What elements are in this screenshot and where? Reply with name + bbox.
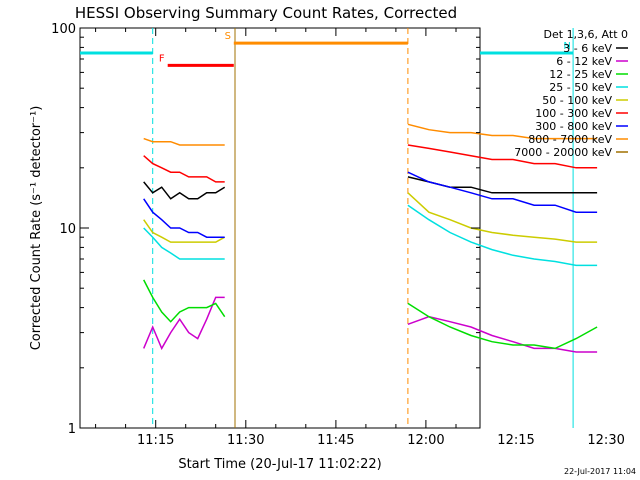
series-line — [143, 137, 225, 146]
series-group — [143, 123, 598, 353]
vertical-lines — [152, 28, 574, 428]
series-line — [407, 171, 598, 213]
x-tick-label: 11:15 — [137, 433, 174, 448]
legend-entry-label: 6 - 12 keV — [556, 55, 612, 68]
timestamp: 22-Jul-2017 11:04 — [564, 467, 636, 476]
series-line — [407, 176, 598, 194]
x-tick-label: 11:30 — [227, 433, 264, 448]
y-axis-ticks: 1 10 100 — [51, 22, 480, 437]
legend-entry-label: 3 - 6 keV — [563, 42, 612, 55]
legend-entry-label: 7000 - 20000 keV — [514, 146, 612, 159]
x-tick-label: 12:00 — [407, 433, 444, 448]
y-tick-label: 100 — [51, 22, 76, 37]
legend-entry-label: 100 - 300 keV — [535, 107, 612, 120]
x-tick-label: 12:30 — [587, 433, 624, 448]
y-axis-label: Corrected Count Rate (s⁻¹ detector⁻¹) — [29, 106, 44, 351]
y-tick-label: 1 — [68, 422, 76, 437]
x-axis-label: Start Time (20-Jul-17 11:02:22) — [178, 457, 381, 472]
legend-entry-label: 25 - 50 keV — [549, 81, 612, 94]
flag-bars: F N S — [80, 31, 574, 67]
legend-entry-label: 50 - 100 keV — [542, 94, 612, 107]
series-line — [407, 315, 598, 353]
series-line — [143, 296, 225, 351]
series-line — [143, 155, 225, 183]
series-line — [143, 198, 225, 238]
series-line — [407, 302, 598, 350]
x-axis-ticks: 11:15 11:30 11:45 12:00 12:15 12:30 — [95, 28, 625, 448]
series-line — [407, 204, 598, 267]
series-line — [143, 181, 226, 200]
legend-entry-label: 12 - 25 keV — [549, 68, 612, 81]
legend-header: Det 1,3,6, Att 0 — [544, 28, 628, 41]
flag-label: F — [159, 53, 165, 64]
flag-label: N — [563, 41, 570, 52]
series-line — [143, 219, 226, 243]
y-tick-label: 10 — [59, 222, 76, 237]
series-line — [143, 227, 225, 260]
series-line — [407, 192, 598, 243]
plot-frame — [79, 27, 481, 429]
series-line — [407, 123, 598, 140]
legend-entry-label: 300 - 800 keV — [535, 120, 612, 133]
series-line — [407, 144, 598, 169]
series-line — [143, 279, 226, 323]
x-tick-label: 12:15 — [497, 433, 534, 448]
chart-title: HESSI Observing Summary Count Rates, Cor… — [75, 4, 457, 22]
flag-label: S — [225, 31, 231, 42]
legend-entry-label: 800 - 7000 keV — [528, 133, 612, 146]
x-tick-label: 11:45 — [317, 433, 354, 448]
